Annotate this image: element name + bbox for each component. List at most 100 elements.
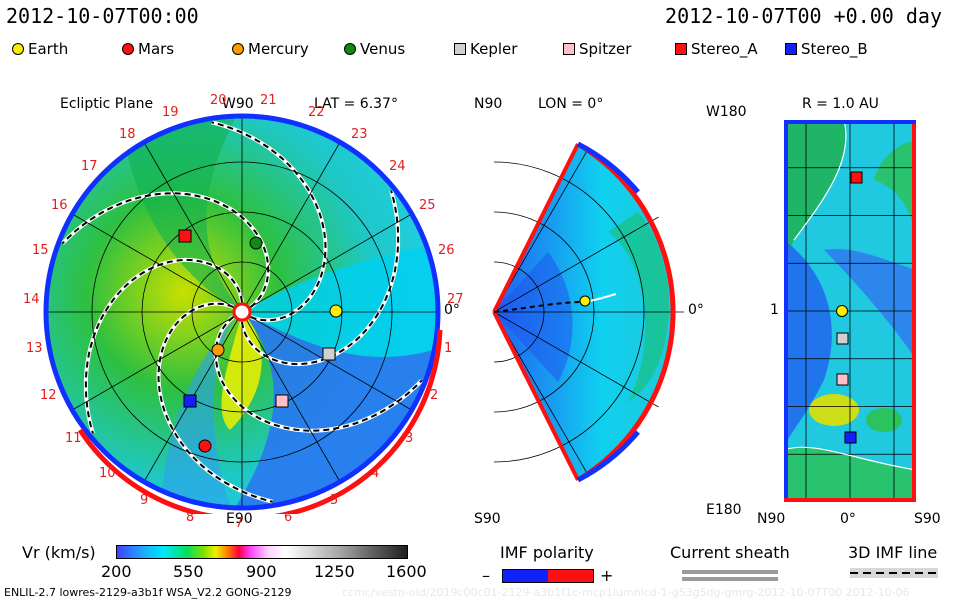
ecliptic-lat-label: LAT = 6.37° xyxy=(314,96,398,112)
mercury-swatch xyxy=(232,43,244,55)
colorbar-label: Vr (km/s) xyxy=(22,543,96,562)
radial-bottom-left: E180 xyxy=(706,502,742,518)
earth-marker xyxy=(329,304,343,318)
kepler-marker xyxy=(322,347,336,361)
colorbar-tick: 1600 xyxy=(386,562,427,581)
imf-line-swatch xyxy=(850,568,938,578)
ecliptic-bottom-label: E90 xyxy=(226,511,253,527)
imf-spiral-line xyxy=(211,121,327,322)
legend-label: Mercury xyxy=(248,40,309,58)
carrington-number: 24 xyxy=(389,159,406,174)
legend-label: Mars xyxy=(138,40,175,58)
imf-minus: – xyxy=(482,566,490,585)
legend-label: Kepler xyxy=(470,40,518,58)
spitzer-swatch xyxy=(563,43,575,55)
wedge-edge-north xyxy=(492,143,580,313)
carrington-number: 8 xyxy=(186,510,195,525)
legend-item-spitzer: Spitzer xyxy=(563,40,631,58)
radial-title: R = 1.0 AU xyxy=(802,96,879,112)
venus-marker xyxy=(249,236,263,250)
carrington-number: 25 xyxy=(419,198,436,213)
carrington-number: 3 xyxy=(405,431,414,446)
carrington-number: 2 xyxy=(430,388,439,403)
stereo_b-swatch xyxy=(785,43,797,55)
carrington-number: 20 xyxy=(210,93,227,108)
radial-axis-s90: S90 xyxy=(914,511,941,527)
stereo-a-marker xyxy=(178,229,192,243)
meridional-plane-plot xyxy=(492,141,684,483)
kepler-swatch xyxy=(454,43,466,55)
sun-icon xyxy=(232,302,252,322)
stereo_a-swatch xyxy=(675,43,687,55)
carrington-number: 21 xyxy=(260,93,277,108)
carrington-number: 7 xyxy=(235,516,244,531)
model-footer: ENLIL-2.7 lowres-2129-a3b1f WSA_V2.2 GON… xyxy=(4,586,292,599)
meridional-lon-label: LON = 0° xyxy=(538,96,604,112)
venus-swatch xyxy=(344,43,356,55)
legend-item-mars: Mars xyxy=(122,40,174,58)
carrington-number: 9 xyxy=(140,493,149,508)
spitzer-marker xyxy=(275,394,289,408)
left-timestamp: 2012-10-07T00:00 xyxy=(6,4,199,28)
legend-label: Stereo_A xyxy=(691,40,758,58)
imf-plus: + xyxy=(600,566,614,585)
legend-item-mercury: Mercury xyxy=(232,40,309,58)
ecliptic-right-label: 0° xyxy=(444,302,460,318)
carrington-number: 1 xyxy=(444,341,453,356)
ecliptic-title: Ecliptic Plane xyxy=(60,96,154,112)
meridional-bottom-label: S90 xyxy=(474,511,501,527)
carrington-number: 11 xyxy=(65,431,82,446)
wedge-edge-south xyxy=(492,311,580,481)
legend-item-kepler: Kepler xyxy=(454,40,517,58)
radial-axis-0: 0° xyxy=(840,511,856,527)
radial-map-plot xyxy=(784,120,916,502)
imf-spiral-line xyxy=(61,192,270,308)
imf-polarity-label: IMF polarity xyxy=(500,543,594,562)
carrington-number: 19 xyxy=(162,105,179,120)
legend-item-earth: Earth xyxy=(12,40,68,58)
carrington-number: 14 xyxy=(23,292,40,307)
stereo-b-marker xyxy=(183,394,197,408)
stereo-b-marker-radial xyxy=(844,431,857,444)
imf-spiral-line xyxy=(84,258,243,434)
carrington-number: 5 xyxy=(330,493,339,508)
carrington-number: 15 xyxy=(32,243,49,258)
mercury-marker xyxy=(211,343,225,357)
legend-label: Stereo_B xyxy=(801,40,868,58)
carrington-number: 17 xyxy=(81,159,98,174)
colorbar-tick: 1250 xyxy=(314,562,355,581)
carrington-number: 4 xyxy=(371,466,380,481)
radial-mid-left: 1 xyxy=(770,302,779,318)
colorbar-tick: 900 xyxy=(246,562,277,581)
imf-spiral-line xyxy=(157,302,273,503)
ecliptic-boundary xyxy=(43,113,441,511)
carrington-number: 23 xyxy=(351,127,368,142)
ecliptic-top-label: W90 xyxy=(222,96,254,112)
carrington-number: 10 xyxy=(99,466,116,481)
legend-item-stereo_a: Stereo_A xyxy=(675,40,758,58)
right-timestamp: 2012-10-07T00 +0.00 day xyxy=(665,4,942,28)
legend-item-venus: Venus xyxy=(344,40,405,58)
legend-label: Venus xyxy=(360,40,406,58)
carrington-number: 27 xyxy=(447,292,464,307)
imf-line-label: 3D IMF line xyxy=(848,543,938,562)
meridional-top-label: N90 xyxy=(474,96,503,112)
carrington-number: 18 xyxy=(119,127,136,142)
carrington-number: 12 xyxy=(40,388,57,403)
legend-item-stereo_b: Stereo_B xyxy=(785,40,868,58)
earth-swatch xyxy=(12,43,24,55)
ecliptic-plane-plot xyxy=(43,113,443,514)
kepler-marker-radial xyxy=(836,332,849,345)
radial-top-left: W180 xyxy=(706,104,747,120)
carrington-number: 16 xyxy=(51,198,68,213)
mars-swatch xyxy=(122,43,134,55)
radial-axis-n90: N90 xyxy=(757,511,786,527)
carrington-number: 26 xyxy=(438,243,455,258)
colorbar-tick: 200 xyxy=(101,562,132,581)
mars-marker xyxy=(198,439,212,453)
colorbar xyxy=(116,545,408,559)
carrington-number: 13 xyxy=(26,341,43,356)
current-sheath-swatch xyxy=(682,570,778,574)
stereo-a-marker-radial xyxy=(850,171,863,184)
imf-polarity-bar xyxy=(502,569,594,583)
